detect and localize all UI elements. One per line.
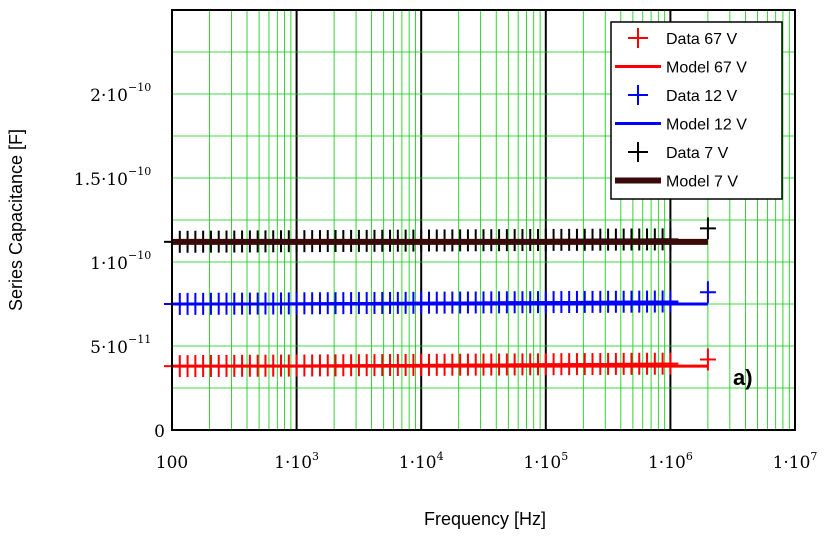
x-axis-ticks: 100 1·103 1·104 1·105 1·106 1·107 <box>156 450 818 473</box>
y-axis-title: Series Capacitance [F] <box>6 129 26 311</box>
y-tick-exponent: −10 <box>128 81 151 94</box>
plot-frame <box>171 9 796 431</box>
x-tick-exponent: 4 <box>437 450 444 463</box>
legend-label: Model 12 V <box>666 117 747 134</box>
x-tick-label: 1·103 <box>274 450 319 473</box>
x-tick-exponent: 7 <box>810 450 817 463</box>
x-tick-exponent: 5 <box>561 450 568 463</box>
y-tick-label: 1·10 <box>90 254 128 274</box>
y-axis-ticks: 05·10 −111·10 −101.5·10 −102·10 −10 <box>74 81 165 442</box>
x-tick-label: 100 <box>156 453 188 473</box>
y-tick-exponent: −10 <box>128 249 151 262</box>
legend-label: Model 7 V <box>666 174 738 191</box>
x-axis-title: Frequency [Hz] <box>424 509 546 529</box>
legend-label: Model 67 V <box>666 60 747 77</box>
legend-label: Data 67 V <box>666 31 737 48</box>
y-tick-exponent: −10 <box>128 165 151 178</box>
x-tick-label: 1·106 <box>648 450 693 473</box>
x-tick-label: 1·104 <box>399 450 444 473</box>
x-tick-label: 1·107 <box>773 450 818 473</box>
legend-label: Data 7 V <box>666 145 729 162</box>
y-tick-label: 0 <box>154 422 165 442</box>
x-tick-label: 1·105 <box>523 450 568 473</box>
y-tick-label: 2·10 <box>90 86 128 106</box>
x-tick-exponent: 6 <box>686 450 693 463</box>
legend-label: Data 12 V <box>666 88 737 105</box>
x-tick-exponent: 3 <box>312 450 319 463</box>
series-layer <box>164 217 716 378</box>
x-tick-mantissa: 1·10 <box>274 453 312 473</box>
legend-box <box>610 21 783 200</box>
panel-annotation: a) <box>733 365 753 390</box>
x-tick-mantissa: 1·10 <box>399 453 437 473</box>
x-tick-mantissa: 1·10 <box>523 453 561 473</box>
legend: Data 67 V Model 67 V Data 12 V Model 12 V Da… <box>610 21 783 200</box>
y-tick-label: 1.5·10 <box>74 170 128 190</box>
x-tick-mantissa: 1·10 <box>773 453 811 473</box>
x-tick-mantissa: 1·10 <box>648 453 686 473</box>
y-tick-exponent: −11 <box>128 333 151 346</box>
y-tick-label: 5·10 <box>90 338 128 358</box>
